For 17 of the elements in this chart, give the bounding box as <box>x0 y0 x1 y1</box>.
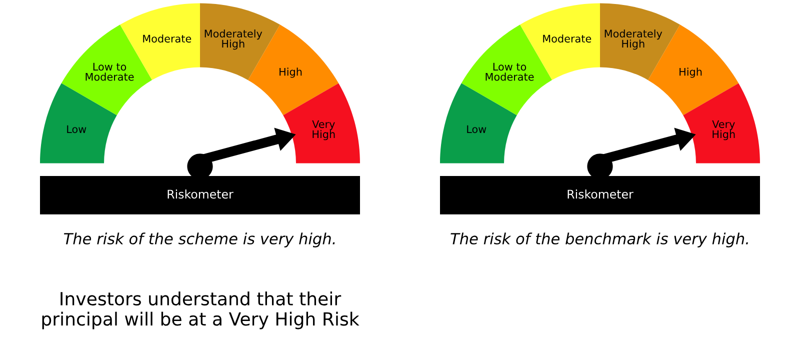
text: Investors understand that their principal will be at a Very High Risk <box>42 292 360 330</box>
slice-label: High <box>280 68 302 78</box>
text: The risk of the benchmark is very high. <box>450 232 748 248</box>
slice-label: High <box>680 68 702 78</box>
text: The risk of the scheme is very high. <box>64 232 335 248</box>
slice-label: Moderately High <box>204 29 262 50</box>
slice-label: Moderate <box>143 34 192 43</box>
slice-label: Very High <box>312 120 335 140</box>
slice-label: Moderate <box>543 34 592 43</box>
text: Riskometer <box>168 189 234 199</box>
slice-label: Low <box>67 125 86 134</box>
slice-label: Low to Moderate <box>486 62 534 81</box>
slice-label: Low to Moderate <box>86 62 134 81</box>
slice-label: Low <box>467 125 486 134</box>
text: Riskometer <box>568 189 634 199</box>
slice-label: Moderately High <box>604 29 662 50</box>
slice-label: Very High <box>712 120 735 140</box>
